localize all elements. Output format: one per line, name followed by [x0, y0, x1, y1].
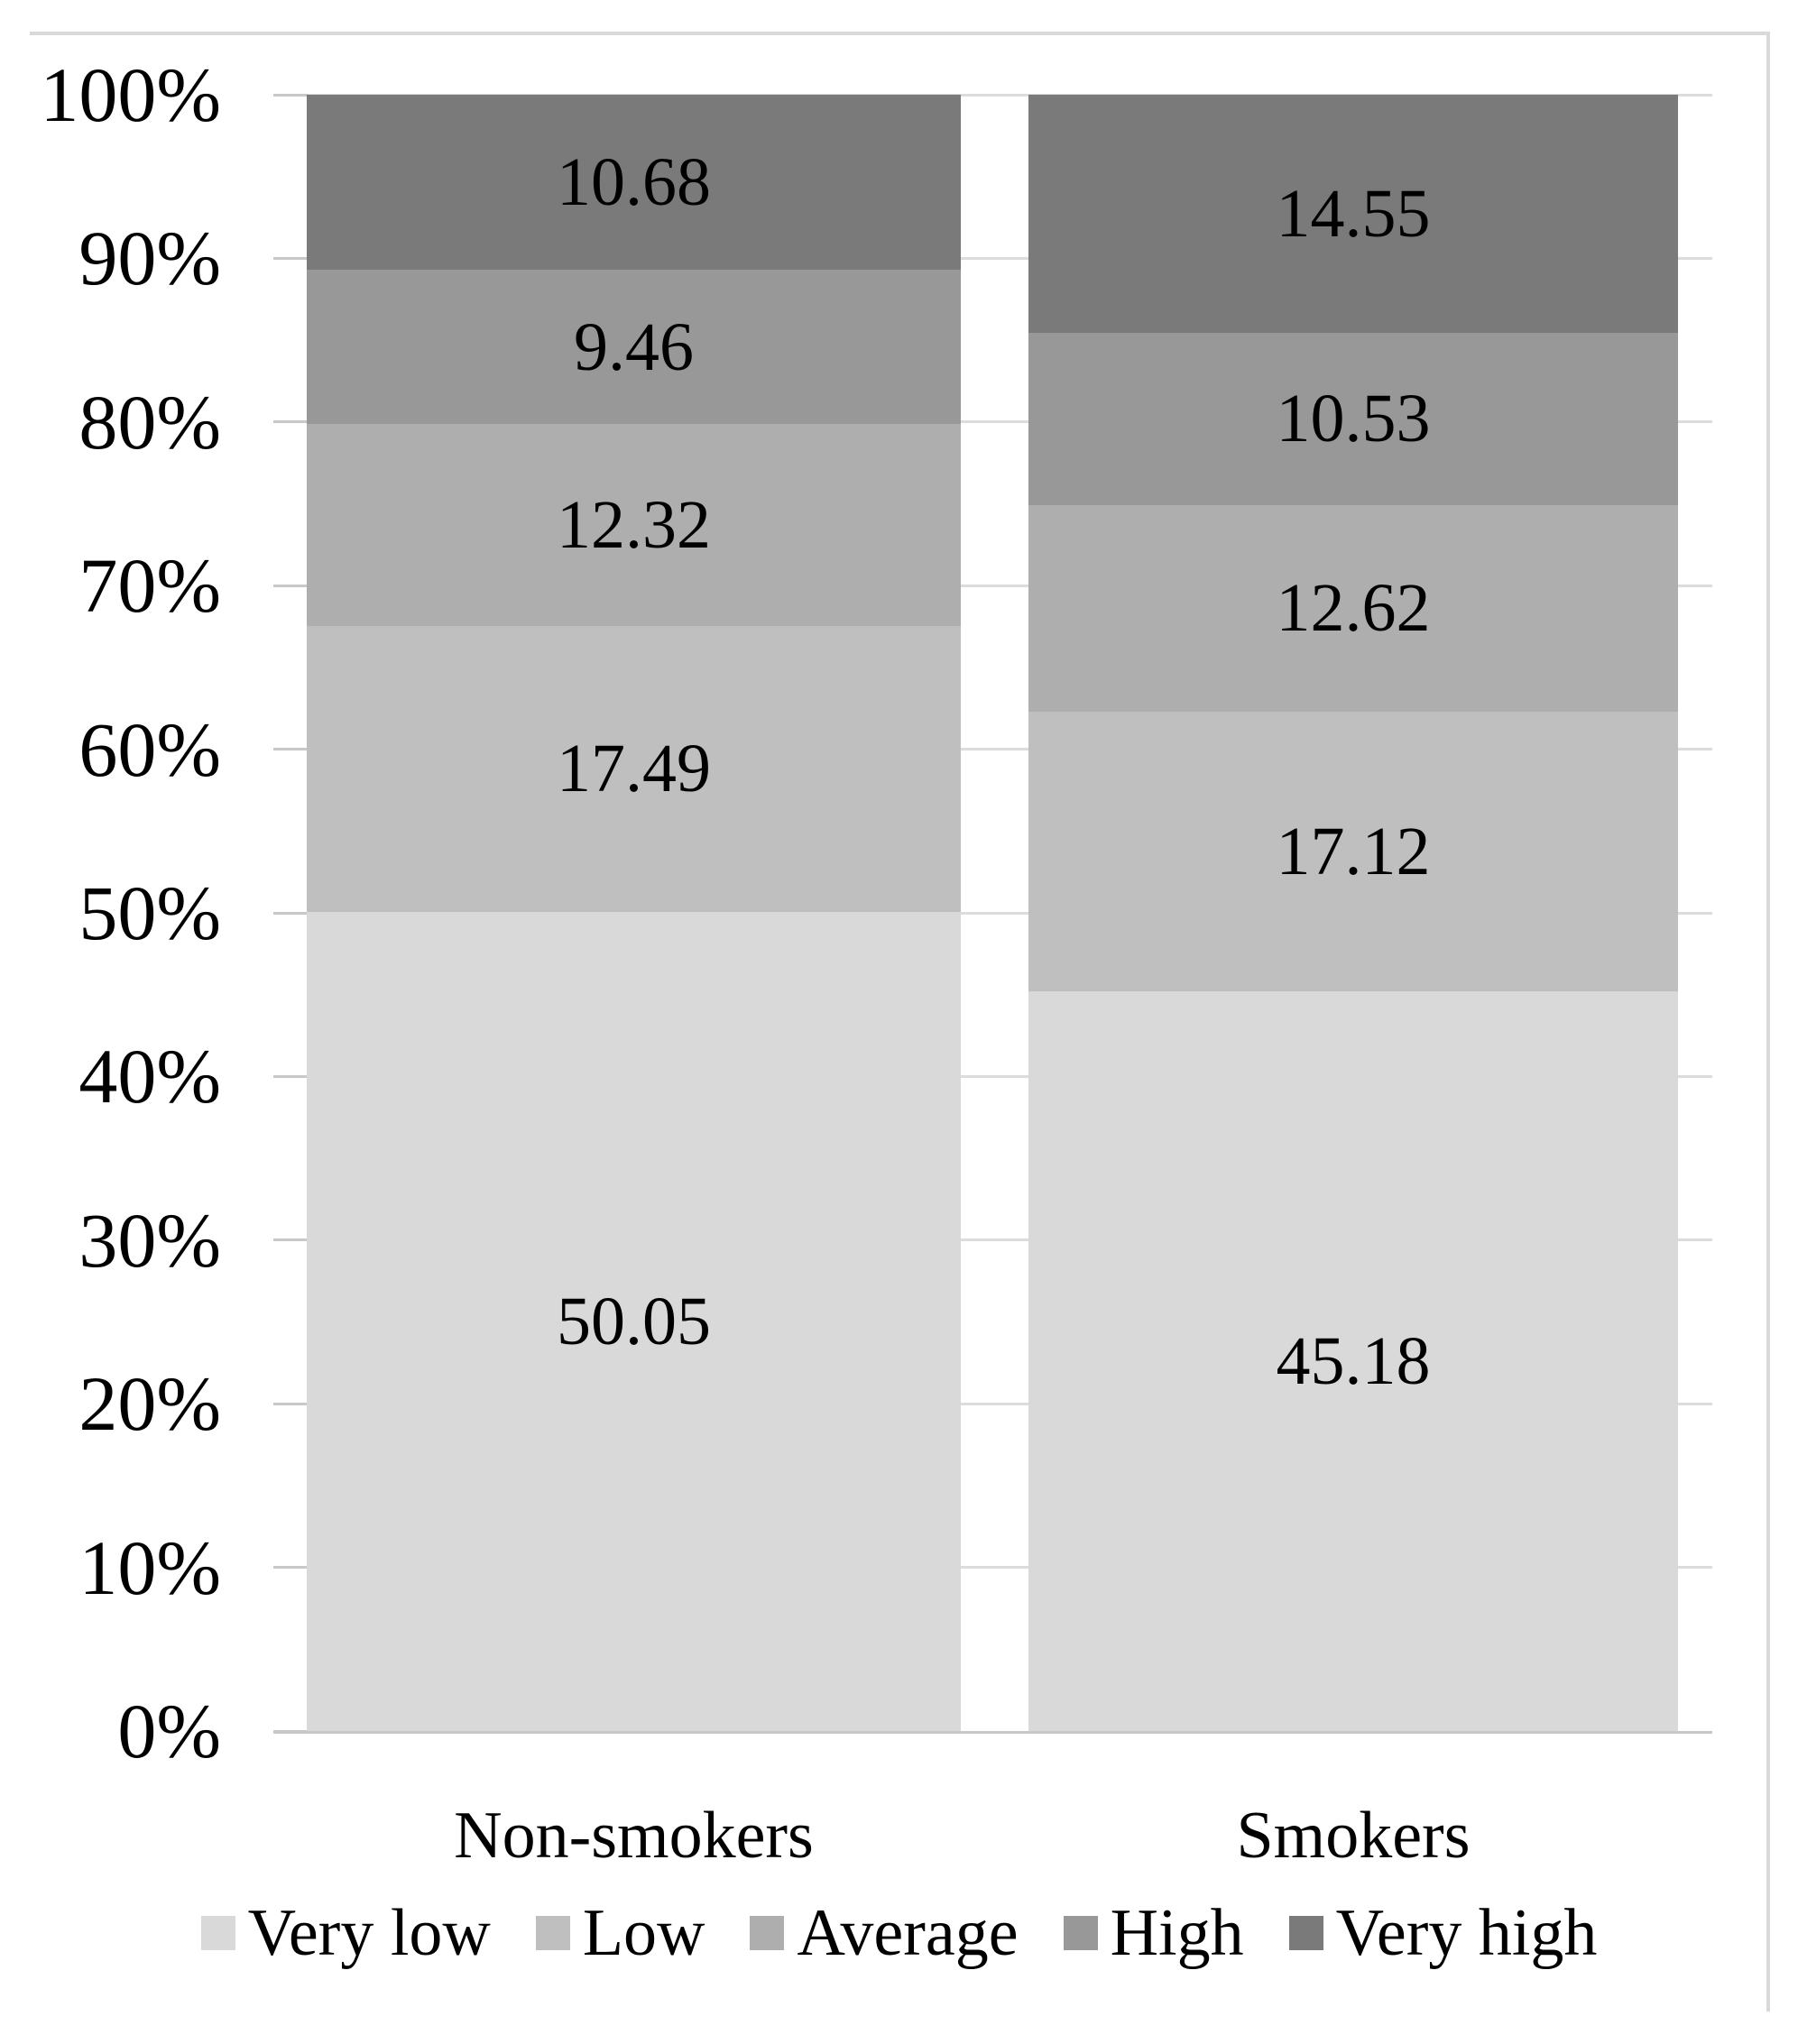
legend: Very low Low Average High Very high [30, 1883, 1768, 1983]
gridline-50% [307, 911, 1712, 915]
y-axis-tick-30% [273, 1238, 308, 1242]
segment-value-label-non-smokers-average: 12.32 [557, 487, 711, 564]
legend-item-average: Average [750, 1896, 1019, 1970]
y-axis-tick-40% [273, 1074, 308, 1078]
bar-segment-non-smokers-low: 17.49 [307, 625, 961, 913]
legend-item-label-average: Average [797, 1896, 1019, 1970]
legend-swatch-very-high [1288, 1916, 1323, 1950]
legend-item-label-low: Low [582, 1896, 705, 1970]
segment-value-label-smokers-low: 17.12 [1276, 814, 1431, 890]
y-axis-tick-label-40%: 40% [78, 1033, 221, 1120]
legend-item-label-very-low: Very low [247, 1896, 491, 1970]
legend-item-very-high: Very high [1288, 1896, 1598, 1970]
segment-value-label-smokers-average: 12.62 [1276, 570, 1431, 647]
y-axis-tick-label-60%: 60% [78, 705, 221, 793]
bar-segment-smokers-low: 17.12 [1028, 711, 1678, 992]
segment-value-label-smokers-very-low: 45.18 [1276, 1323, 1431, 1400]
y-axis-tick-10% [273, 1566, 308, 1570]
chart-right-border [1766, 32, 1770, 2012]
gridline-30% [307, 1238, 1712, 1242]
segment-value-label-non-smokers-very-low: 50.05 [557, 1284, 711, 1360]
segment-value-label-smokers-very-high: 14.55 [1276, 175, 1431, 252]
bar-segment-non-smokers-very-low: 50.05 [307, 912, 961, 1731]
x-axis-line [273, 1731, 1712, 1734]
segment-value-label-smokers-high: 10.53 [1276, 381, 1431, 457]
category-label-non-smokers: Non-smokers [454, 1799, 814, 1873]
chart-top-border [30, 32, 1768, 35]
legend-item-high: High [1063, 1896, 1244, 1970]
gridline-20% [307, 1402, 1712, 1405]
bar-segment-non-smokers-high: 9.46 [307, 269, 961, 425]
bar-segment-smokers-average: 12.62 [1028, 504, 1678, 712]
y-axis-tick-50% [273, 911, 308, 915]
y-axis-tick-60% [273, 748, 308, 751]
y-axis-tick-label-50%: 50% [78, 870, 221, 956]
gridline-100% [307, 93, 1712, 97]
gridline-80% [307, 420, 1712, 424]
bar-segment-non-smokers-very-high: 10.68 [307, 95, 961, 270]
segment-value-label-non-smokers-high: 9.46 [574, 308, 694, 385]
y-axis-tick-80% [273, 420, 308, 424]
y-axis-tick-90% [273, 256, 308, 260]
segment-value-label-non-smokers-low: 17.49 [557, 731, 711, 807]
y-axis-tick-label-100%: 100% [40, 51, 221, 138]
category-label-smokers: Smokers [1236, 1799, 1471, 1873]
legend-swatch-high [1063, 1916, 1098, 1950]
y-axis-tick-label-20%: 20% [78, 1360, 221, 1448]
y-axis-tick-label-70%: 70% [78, 542, 221, 630]
y-axis-tick-100% [273, 93, 308, 97]
gridline-60% [307, 748, 1712, 751]
legend-item-label-high: High [1110, 1896, 1244, 1970]
legend-item-very-low: Very low [200, 1896, 491, 1970]
y-axis-tick-label-0%: 0% [117, 1688, 221, 1774]
legend-swatch-low [535, 1916, 570, 1950]
gridline-90% [307, 256, 1712, 260]
gridline-40% [307, 1074, 1712, 1078]
legend-swatch-average [750, 1916, 785, 1950]
y-axis-tick-label-80%: 80% [78, 378, 221, 465]
bar-non-smokers: 10.68 9.46 12.32 17.49 50.05 [307, 95, 961, 1731]
gridline-70% [307, 584, 1712, 587]
y-axis-tick-label-90%: 90% [78, 215, 221, 302]
legend-item-label-very-high: Very high [1335, 1896, 1598, 1970]
y-axis-tick-label-10%: 10% [78, 1524, 221, 1611]
gridline-10% [307, 1566, 1712, 1570]
bar-smokers: 14.55 10.53 12.62 17.12 45.18 [1028, 95, 1678, 1731]
bar-segment-non-smokers-average: 12.32 [307, 424, 961, 626]
segment-value-label-non-smokers-very-high: 10.68 [557, 143, 711, 220]
bar-segment-smokers-high: 10.53 [1028, 332, 1678, 505]
y-axis-tick-70% [273, 584, 308, 587]
bar-segment-smokers-very-high: 14.55 [1028, 95, 1678, 333]
legend-item-low: Low [535, 1896, 705, 1970]
y-axis-tick-label-30%: 30% [78, 1196, 221, 1284]
y-axis-tick-20% [273, 1402, 308, 1405]
legend-swatch-very-low [200, 1916, 235, 1950]
bar-segment-smokers-very-low: 45.18 [1028, 991, 1678, 1731]
